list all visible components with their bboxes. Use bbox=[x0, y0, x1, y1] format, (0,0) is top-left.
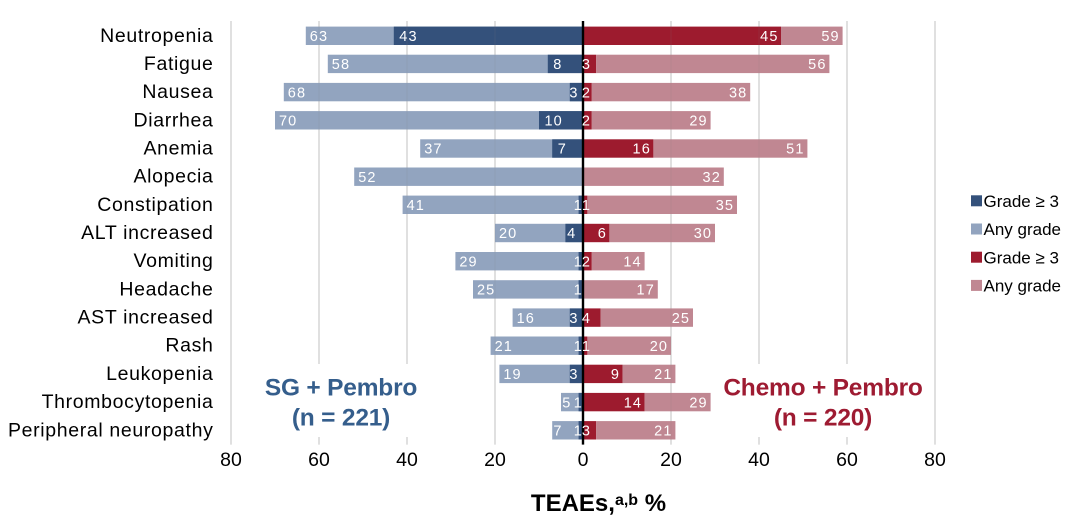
svg-text:Nausea: Nausea bbox=[142, 81, 213, 103]
svg-text:1: 1 bbox=[574, 254, 583, 270]
svg-text:29: 29 bbox=[459, 254, 477, 270]
svg-text:Leukopenia: Leukopenia bbox=[106, 363, 213, 385]
svg-text:21: 21 bbox=[654, 424, 672, 440]
svg-text:7: 7 bbox=[553, 424, 562, 440]
svg-text:Grade ≥ 3: Grade ≥ 3 bbox=[984, 248, 1059, 267]
svg-text:Thrombocytopenia: Thrombocytopenia bbox=[42, 391, 214, 413]
svg-text:38: 38 bbox=[729, 85, 747, 101]
svg-text:Anemia: Anemia bbox=[143, 138, 213, 160]
svg-text:68: 68 bbox=[288, 85, 306, 101]
svg-text:37: 37 bbox=[424, 142, 442, 158]
svg-text:3: 3 bbox=[582, 57, 591, 73]
svg-text:4: 4 bbox=[582, 311, 591, 327]
svg-text:Alopecia: Alopecia bbox=[133, 166, 213, 188]
svg-text:16: 16 bbox=[633, 142, 651, 158]
svg-text:51: 51 bbox=[786, 142, 804, 158]
svg-text:9: 9 bbox=[611, 367, 620, 383]
svg-text:30: 30 bbox=[694, 226, 712, 242]
svg-text:58: 58 bbox=[332, 57, 350, 73]
svg-text:21: 21 bbox=[654, 367, 672, 383]
svg-text:43: 43 bbox=[399, 29, 417, 45]
svg-text:59: 59 bbox=[821, 29, 839, 45]
svg-text:14: 14 bbox=[623, 254, 641, 270]
svg-text:SG + Pembro: SG + Pembro bbox=[265, 375, 418, 402]
svg-text:Rash: Rash bbox=[165, 335, 213, 357]
svg-text:Any grade: Any grade bbox=[984, 277, 1062, 296]
svg-text:Neutropenia: Neutropenia bbox=[100, 25, 213, 47]
svg-text:40: 40 bbox=[748, 449, 770, 471]
svg-text:2: 2 bbox=[582, 254, 591, 270]
svg-text:Any grade: Any grade bbox=[984, 220, 1062, 239]
svg-text:Grade ≥ 3: Grade ≥ 3 bbox=[984, 192, 1059, 211]
svg-text:Fatigue: Fatigue bbox=[144, 53, 214, 75]
svg-text:80: 80 bbox=[220, 449, 242, 471]
svg-text:14: 14 bbox=[624, 395, 642, 411]
svg-text:1: 1 bbox=[582, 339, 591, 355]
svg-text:3: 3 bbox=[569, 85, 578, 101]
svg-text:41: 41 bbox=[407, 198, 425, 214]
svg-text:56: 56 bbox=[808, 57, 826, 73]
svg-text:35: 35 bbox=[716, 198, 734, 214]
svg-text:40: 40 bbox=[396, 449, 418, 471]
svg-text:10: 10 bbox=[545, 114, 563, 130]
svg-text:70: 70 bbox=[279, 114, 297, 130]
svg-text:60: 60 bbox=[308, 449, 330, 471]
svg-text:ALT increased: ALT increased bbox=[81, 222, 213, 244]
svg-text:0: 0 bbox=[578, 449, 589, 471]
svg-text:19: 19 bbox=[503, 367, 521, 383]
svg-text:20: 20 bbox=[660, 449, 682, 471]
svg-text:17: 17 bbox=[637, 283, 655, 299]
svg-text:20: 20 bbox=[650, 339, 668, 355]
svg-text:(n = 221): (n = 221) bbox=[292, 405, 390, 432]
svg-text:1: 1 bbox=[574, 198, 583, 214]
svg-text:7: 7 bbox=[558, 142, 567, 158]
svg-text:Constipation: Constipation bbox=[97, 194, 213, 216]
svg-text:1: 1 bbox=[582, 198, 591, 214]
svg-text:63: 63 bbox=[310, 29, 328, 45]
svg-text:(n = 220): (n = 220) bbox=[774, 405, 872, 432]
svg-text:6: 6 bbox=[598, 226, 607, 242]
svg-text:2: 2 bbox=[582, 114, 591, 130]
svg-text:Chemo + Pembro: Chemo + Pembro bbox=[723, 375, 923, 402]
svg-text:20: 20 bbox=[499, 226, 517, 242]
svg-text:TEAEs,a,b %: TEAEs,a,b % bbox=[531, 490, 666, 517]
svg-text:3: 3 bbox=[582, 424, 591, 440]
svg-text:20: 20 bbox=[484, 449, 506, 471]
svg-text:1: 1 bbox=[574, 283, 583, 299]
svg-text:3: 3 bbox=[569, 311, 578, 327]
svg-text:1: 1 bbox=[574, 395, 583, 411]
svg-text:29: 29 bbox=[689, 395, 707, 411]
svg-text:AST increased: AST increased bbox=[78, 307, 214, 329]
svg-text:Headache: Headache bbox=[119, 278, 213, 300]
svg-text:16: 16 bbox=[517, 311, 535, 327]
svg-text:1: 1 bbox=[574, 424, 583, 440]
svg-text:2: 2 bbox=[582, 85, 591, 101]
svg-text:3: 3 bbox=[569, 367, 578, 383]
svg-text:80: 80 bbox=[924, 449, 946, 471]
svg-text:1: 1 bbox=[574, 339, 583, 355]
svg-text:8: 8 bbox=[553, 57, 562, 73]
svg-text:25: 25 bbox=[672, 311, 690, 327]
svg-text:Peripheral neuropathy: Peripheral neuropathy bbox=[8, 419, 214, 441]
svg-text:60: 60 bbox=[836, 449, 858, 471]
svg-text:21: 21 bbox=[495, 339, 513, 355]
svg-text:45: 45 bbox=[760, 29, 778, 45]
svg-text:4: 4 bbox=[567, 226, 576, 242]
svg-text:Vomiting: Vomiting bbox=[134, 250, 214, 272]
svg-text:Diarrhea: Diarrhea bbox=[134, 109, 214, 131]
svg-text:32: 32 bbox=[703, 170, 721, 186]
svg-text:29: 29 bbox=[689, 114, 707, 130]
svg-text:5: 5 bbox=[562, 395, 571, 411]
svg-text:25: 25 bbox=[477, 283, 495, 299]
svg-text:52: 52 bbox=[358, 170, 376, 186]
